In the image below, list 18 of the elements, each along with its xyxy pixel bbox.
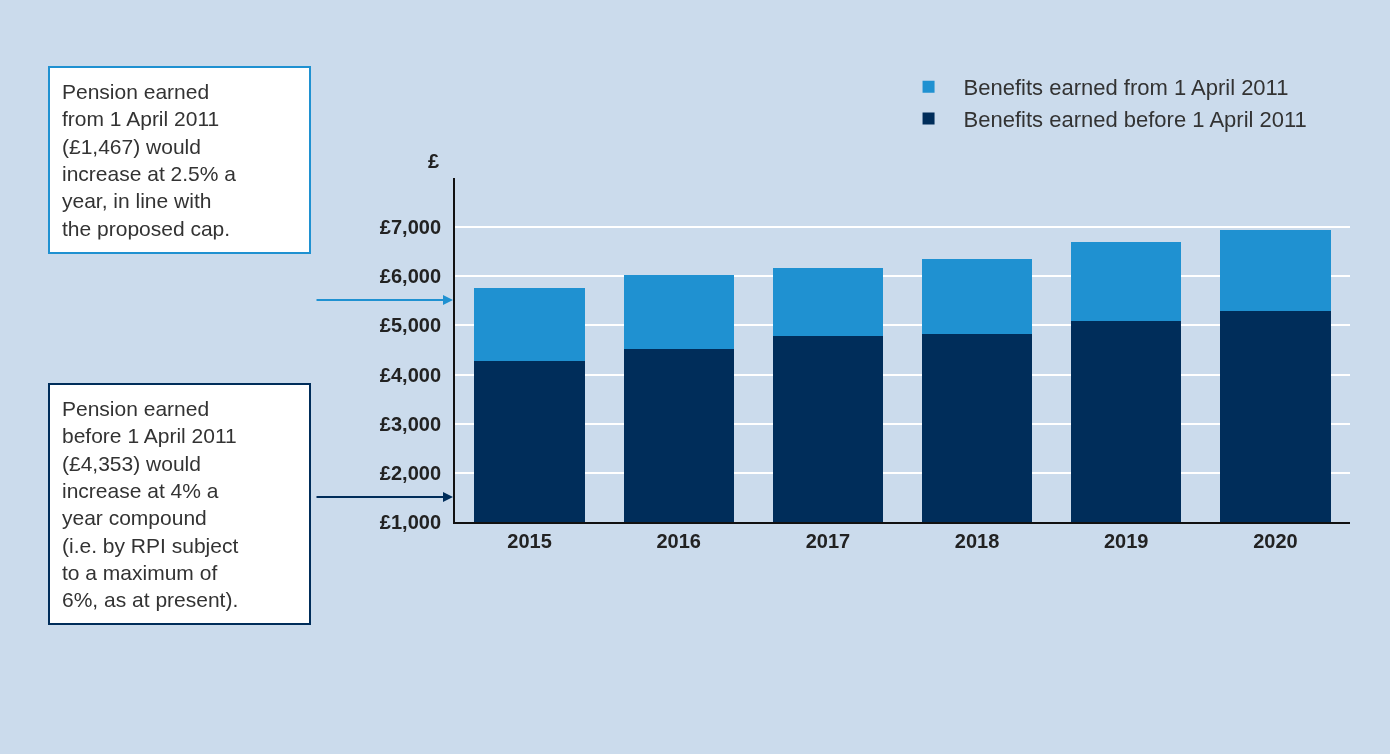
x-tick-label: 2019 <box>1104 530 1149 552</box>
y-tick-label: £3,000 <box>379 412 441 435</box>
x-tick-label: 2017 <box>805 530 851 552</box>
text: Pension earned from 1 April 2011 (£1,467) would increase at 2.5% a year, in line with the proposed cap. <box>62 80 237 240</box>
legend-label: Benefits earned from 1 April 2011 <box>963 75 1289 101</box>
y-axis-title: £ <box>428 150 440 172</box>
x-tick-label: 2018 <box>954 530 1000 552</box>
legend-label: Benefits earned before 1 April 2011 <box>963 106 1307 132</box>
y-tick-label: £6,000 <box>379 265 441 288</box>
x-tick-label: 2020 <box>1253 530 1298 552</box>
y-tick-label: £4,000 <box>379 363 441 386</box>
x-tick-label: 2015 <box>507 530 552 552</box>
y-tick-label: £1,000 <box>379 511 441 533</box>
y-tick-label: £2,000 <box>379 461 441 484</box>
y-tick-label: £5,000 <box>379 314 441 337</box>
x-tick-label: 2016 <box>656 530 701 552</box>
y-tick-label: £7,000 <box>379 216 441 239</box>
text: Pension earned before 1 April 2011 (£4,353) would increase at 4% a year compound (i.e. by RPI subject to a maximum of 6%, as at present). <box>62 397 239 612</box>
